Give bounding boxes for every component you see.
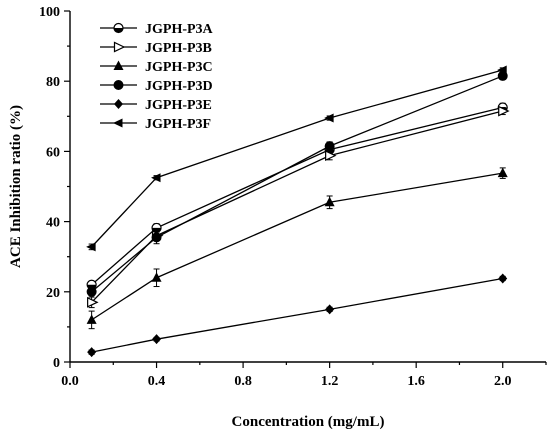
x-tick-label: 0.4 bbox=[148, 374, 166, 389]
data-point bbox=[151, 173, 161, 183]
legend-entry: JGPH-P3E bbox=[100, 98, 212, 113]
data-point bbox=[86, 242, 96, 252]
data-point bbox=[497, 65, 507, 75]
data-point bbox=[86, 286, 97, 297]
y-tick-label: 20 bbox=[46, 286, 60, 301]
x-tick-label: 1.2 bbox=[321, 374, 339, 389]
legend: JGPH-P3A JGPH-P3B JGPH-P3C JGPH-P3D JGPH-P3E… bbox=[100, 22, 214, 132]
data-point bbox=[151, 232, 162, 243]
data-point bbox=[324, 196, 335, 207]
data-point bbox=[325, 304, 335, 315]
y-tick-label: 80 bbox=[46, 75, 60, 90]
legend-label: JGPH-P3E bbox=[145, 98, 212, 113]
legend-entry: JGPH-P3D bbox=[100, 79, 213, 94]
series-line bbox=[91, 172, 503, 321]
data-point bbox=[87, 296, 99, 308]
data-point bbox=[87, 347, 97, 358]
y-tick-label: 100 bbox=[39, 5, 60, 20]
series-line bbox=[91, 110, 503, 303]
axes: 0 20 40 60 80 100 0.0 0.4 0.8 1.2 1.6 2.0 bbox=[39, 5, 547, 389]
y-tick-label: 40 bbox=[46, 216, 60, 231]
data-point bbox=[151, 272, 162, 282]
data-point bbox=[498, 273, 508, 284]
legend-entry: JGPH-P3C bbox=[100, 60, 213, 75]
legend-marker bbox=[113, 41, 126, 53]
data-point bbox=[498, 105, 510, 117]
legend-label: JGPH-P3D bbox=[145, 79, 213, 94]
legend-label: JGPH-P3F bbox=[145, 117, 211, 132]
data-point bbox=[86, 314, 97, 324]
x-axis-title: Concentration (mg/mL) bbox=[232, 414, 385, 430]
x-tick-label: 0.0 bbox=[61, 374, 79, 389]
y-tick-label: 60 bbox=[46, 145, 60, 160]
x-tick-label: 1.6 bbox=[407, 374, 425, 389]
series-line bbox=[91, 277, 503, 353]
legend-marker bbox=[113, 22, 124, 34]
legend-entry: JGPH-P3B bbox=[100, 41, 212, 56]
series-line bbox=[91, 106, 503, 286]
series-jgph-p3e bbox=[87, 273, 508, 358]
data-point bbox=[325, 150, 337, 162]
data-point bbox=[497, 167, 508, 178]
legend-entry: JGPH-P3F bbox=[100, 117, 211, 132]
series-jgph-p3c bbox=[86, 167, 508, 330]
series-line bbox=[91, 69, 503, 248]
x-tick-label: 2.0 bbox=[494, 374, 512, 389]
legend-label: JGPH-P3C bbox=[145, 60, 213, 75]
series-group bbox=[86, 65, 510, 358]
legend-label: JGPH-P3A bbox=[145, 22, 214, 37]
data-point bbox=[152, 334, 162, 345]
legend-marker bbox=[113, 80, 124, 90]
legend-label: JGPH-P3B bbox=[145, 41, 212, 56]
y-tick-label: 0 bbox=[53, 356, 60, 371]
data-point bbox=[324, 141, 335, 152]
legend-marker bbox=[114, 99, 123, 109]
x-tick-label: 0.8 bbox=[234, 374, 252, 389]
data-point bbox=[324, 113, 334, 123]
legend-marker bbox=[113, 60, 124, 70]
y-axis-title: ACE Inhibition ratio (%) bbox=[8, 105, 24, 268]
legend-marker bbox=[113, 118, 123, 128]
series-line bbox=[91, 75, 503, 293]
series-jgph-p3b bbox=[87, 105, 510, 309]
legend-entry: JGPH-P3A bbox=[100, 22, 214, 37]
series-jgph-p3f bbox=[86, 65, 507, 252]
